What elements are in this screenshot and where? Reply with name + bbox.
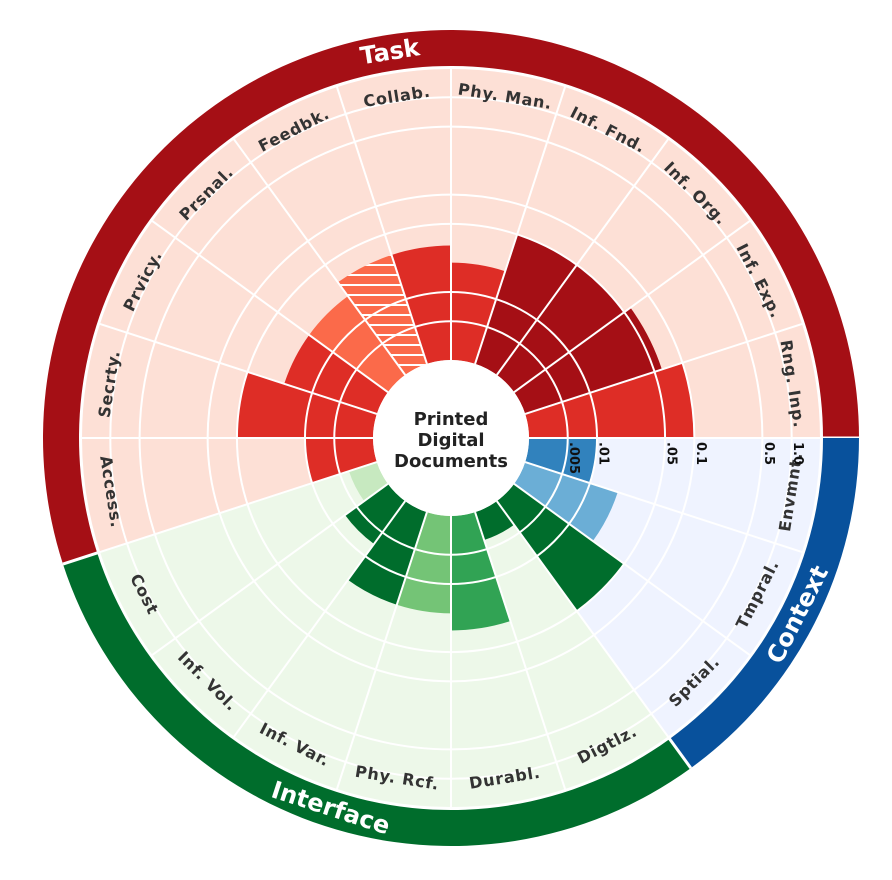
bar-collab (391, 245, 451, 364)
radial-gridline (513, 219, 751, 393)
bar-envmnt (525, 438, 598, 484)
center-title-line-3: Documents (394, 451, 508, 472)
bar-secrty (236, 371, 377, 438)
tick-label: 0.1 (693, 442, 708, 465)
circular-gridline (109, 96, 793, 780)
radial-gridline (232, 500, 406, 738)
group-divider (62, 550, 100, 566)
bar-tmpral (514, 462, 618, 542)
radial-gridline (151, 483, 389, 657)
bar-rng-inp (525, 362, 695, 438)
circular-gridline (303, 290, 599, 586)
grid-lines (80, 67, 822, 809)
radial-gridline (474, 85, 567, 365)
group-ring-interface (62, 552, 691, 847)
radial-gridline (98, 322, 378, 415)
radial-gridline (335, 511, 428, 791)
bar-phy-rcf (396, 512, 451, 614)
radial-gridline (335, 85, 428, 365)
bar-access (304, 438, 377, 484)
circular-gridline (333, 320, 569, 556)
sector-bg-envmnt (525, 438, 821, 553)
center-title-line-1: Printed (414, 409, 489, 430)
center-title-line-2: Digital (417, 430, 484, 451)
data-bars (236, 234, 695, 631)
radial-gridline (232, 138, 406, 376)
bar-sptial (496, 483, 625, 612)
tick-labels: .005 .01 .05 0.1 0.5 1.0 (566, 442, 805, 474)
bar-prvicy (284, 334, 388, 414)
radial-gridline (513, 483, 751, 657)
bar-inf-vol (345, 483, 406, 544)
circular-gridline (138, 125, 764, 751)
tick-label: .01 (596, 442, 611, 465)
radial-gridline (151, 219, 389, 393)
center-hole (373, 360, 529, 516)
bar-durabl (451, 512, 511, 631)
sector-bg-digtlz (475, 501, 669, 790)
circular-gridline (235, 222, 667, 654)
bar-inf-org (496, 264, 625, 393)
sector-bg-access (81, 438, 377, 553)
radial-gridline (496, 500, 670, 738)
bar-inf-var (347, 501, 427, 605)
group-divider (667, 736, 693, 769)
tick-label: 1.0 (790, 442, 805, 465)
bar-hatch-feedbk (337, 254, 427, 375)
sector-bg-cost (99, 462, 388, 656)
circular-gridline (206, 193, 696, 683)
bar-inf-fnd (475, 234, 577, 375)
tick-label: .05 (664, 442, 679, 465)
bar-cost (348, 462, 388, 502)
radial-gridline (496, 138, 670, 376)
tick-label: .005 (566, 442, 581, 474)
radial-gridline (524, 322, 804, 415)
group-ring-context (669, 438, 859, 769)
bar-inf-exp (514, 307, 662, 414)
bar-prsnal (309, 296, 406, 393)
radial-gridline (98, 461, 378, 554)
tick-label: 0.5 (761, 442, 776, 465)
radial-gridline (524, 461, 804, 554)
radial-gridline (474, 511, 567, 791)
bar-phy-man (451, 262, 506, 364)
bar-digtlz (475, 501, 515, 541)
